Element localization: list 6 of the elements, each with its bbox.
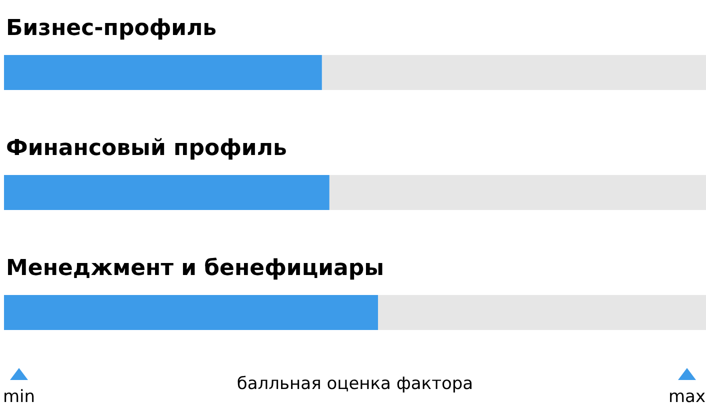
text: min <box>2 387 36 407</box>
text: max <box>668 387 706 407</box>
x-axis-title: балльная оценка фактора <box>236 374 474 394</box>
y-tick-label: Бизнес-профиль <box>6 16 217 41</box>
y-tick-label: Менеджмент и бенефициары <box>6 256 384 281</box>
y-tick-label: Финансовый профиль <box>6 136 287 161</box>
